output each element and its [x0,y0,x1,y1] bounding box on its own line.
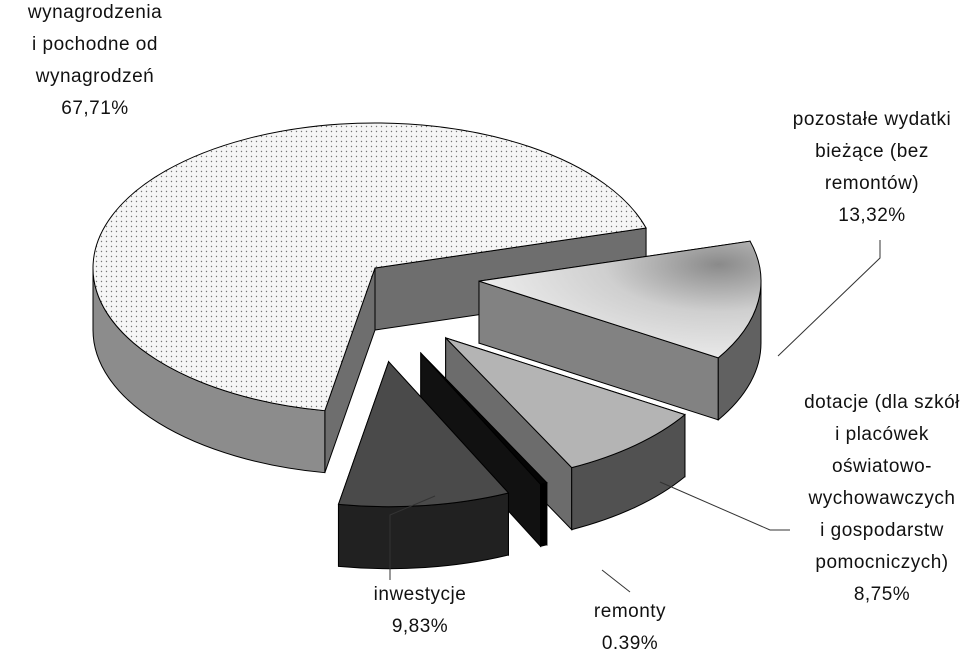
label-line: i placówek [835,424,929,445]
slice [337,360,510,570]
slice-side [540,482,548,547]
category-label: inwestycje [374,584,467,605]
label-line: i pochodne od [32,34,158,55]
labels: wynagrodzenia i pochodne od wynagrodzeń 67,… [27,2,960,654]
label-line: oświatowo- [832,456,932,477]
slice-top [337,360,510,508]
label-line: wynagrodzeń [35,66,155,87]
label-line: remonty [594,601,666,622]
label-line: pozostałe wydatki [793,109,951,130]
label-line: wychowawczych [808,488,956,509]
slice-top [445,337,686,469]
value-label: 13,32% [838,205,905,226]
label-line: wynagrodzenia [27,2,162,23]
slice [478,240,762,421]
value-label: 0.39% [602,633,658,654]
category-label: wynagrodzenia i pochodne od wynagrodzeń [27,2,162,87]
category-label: dotacje (dla szkół i placówek oświatowo-wy… [804,392,960,573]
label-line: pomocniczych) [815,552,948,573]
label-line: i gospodarstw [820,520,944,541]
leader-line [659,481,790,531]
label-line: inwestycje [374,584,467,605]
value-label: 8,75% [854,584,910,605]
slices [92,122,762,570]
value-label: 9,83% [392,616,448,637]
category-label: remonty [594,601,666,622]
label-line: bieżące (bez [815,141,929,162]
label-line: dotacje (dla szkół [804,392,960,413]
slice-top [478,240,762,359]
slice [420,351,548,548]
slice-top [420,352,548,485]
leader-line [389,495,436,580]
category-label: pozostałe wydatki bieżące (bez remontów) [793,109,951,194]
leader-line [601,569,631,593]
slice-top [92,122,647,412]
leader-line [777,240,881,357]
label-line: remontów) [825,173,919,194]
value-label: 67,71% [61,98,128,119]
